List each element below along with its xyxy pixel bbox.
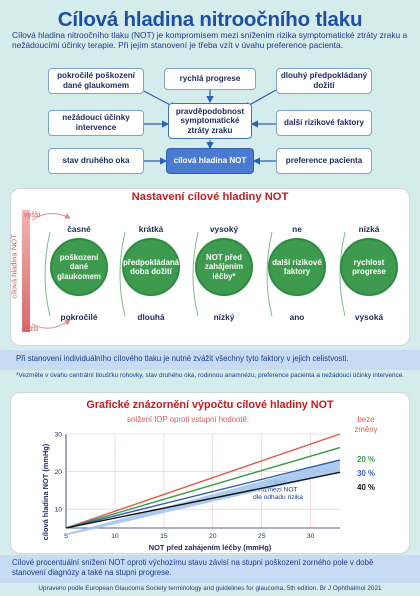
- iop-chart: Grafické znázornění výpočtu cílové hladi…: [41, 399, 378, 552]
- setting-low-label: nižší: [24, 324, 39, 333]
- col2-circle: předpokládaná doba dožití: [122, 238, 180, 296]
- col5-bottom: vysoká: [354, 312, 384, 322]
- series-label-1: 20 %: [357, 455, 375, 464]
- factor-advanced-damage: pokročilé poškození dané glaukomem: [48, 68, 144, 94]
- consider-band: Při stanovení individuálního cílového tl…: [0, 350, 420, 370]
- series-label-3: 40 %: [357, 483, 375, 492]
- footnote: *Vezměte v úvahu centrální tloušťku roho…: [16, 372, 405, 379]
- setting-title: Nastavení cílové hladiny NOT: [131, 191, 289, 203]
- series-label-0-b: změny: [355, 425, 378, 434]
- col5-top: nízká: [358, 224, 380, 234]
- factor-rapid-progression: rychlá progrese: [164, 68, 256, 90]
- y-tick-label-0: 10: [54, 507, 62, 514]
- factor-other-eye: stav druhého oka: [48, 148, 144, 174]
- target-iop-box: cílová hladina NOT: [166, 148, 254, 174]
- factor-side-effects: nežádoucí účinky intervence: [48, 110, 144, 136]
- x-tick-label-0: 5: [64, 533, 68, 540]
- y-tick-label-2: 30: [54, 432, 62, 439]
- series-line-2: [65, 459, 341, 529]
- col3-bottom: nízký: [213, 312, 235, 322]
- col2-top: krátká: [138, 224, 164, 234]
- factor-life-expectancy: dlouhý předpokládaný dožití: [276, 68, 372, 94]
- col3-circle: NOT před zahájením léčby*: [195, 238, 253, 296]
- probability-box: pravděpodobnost symptomatické ztráty zra…: [168, 103, 252, 139]
- col1-circle: poškození dané glaukomem: [50, 238, 108, 296]
- chart-panel: [10, 392, 410, 554]
- source-text: Upraveno podle European Glaucoma Society…: [38, 585, 382, 592]
- x-tick-label-5: 30: [307, 533, 315, 540]
- col1-top: časné: [67, 224, 91, 234]
- col2-bottom: dlouhá: [137, 312, 165, 322]
- series-line-1: [65, 446, 341, 529]
- setting-high-label: vyšší: [24, 210, 41, 219]
- series-line-3: [65, 471, 341, 529]
- setting-arrows: [22, 210, 346, 332]
- col4-bottom: ano: [289, 312, 305, 322]
- chart-subtitle: snížení IOP oproti vstupní hodnotě:: [127, 415, 249, 424]
- col5-circle: rychlost progrese: [340, 238, 398, 296]
- setting-axis-label: cílová hladina NOT: [9, 234, 19, 299]
- col4-top: ne: [292, 224, 302, 234]
- factor-other-risks: další rizikové faktory: [276, 110, 372, 136]
- chart-ylabel: cílová hladina NOT (mmHg): [41, 443, 50, 540]
- intro-text: Cílová hladina nitroočního tlaku (NOT) j…: [12, 30, 408, 50]
- series-line-0: [65, 433, 341, 529]
- chart-xlabel: NOT před zahájením léčby (mmHg): [149, 543, 272, 552]
- x-tick-label-3: 20: [209, 533, 217, 540]
- chart-title: Grafické znázornění výpočtu cílové hladi…: [86, 399, 334, 411]
- factor-patient-preference: preference pacienta: [276, 148, 372, 174]
- y-tick-label-1: 20: [54, 469, 62, 476]
- x-tick-label-1: 10: [111, 533, 119, 540]
- col4-circle: další rizikové faktory: [268, 238, 326, 296]
- target-range-band: [66, 459, 340, 536]
- col3-top: vysoký: [209, 224, 239, 234]
- series-label-2: 30 %: [357, 469, 375, 478]
- x-tick-label-2: 15: [160, 533, 168, 540]
- series-label-0-a: beze: [358, 415, 375, 424]
- x-tick-label-4: 25: [258, 533, 266, 540]
- bottom-band: Cílové procentuální snížení NOT oproti v…: [0, 555, 420, 583]
- page-title: Cílová hladina nitroočního tlaku: [57, 8, 363, 31]
- col1-bottom: pokročilé: [60, 312, 98, 322]
